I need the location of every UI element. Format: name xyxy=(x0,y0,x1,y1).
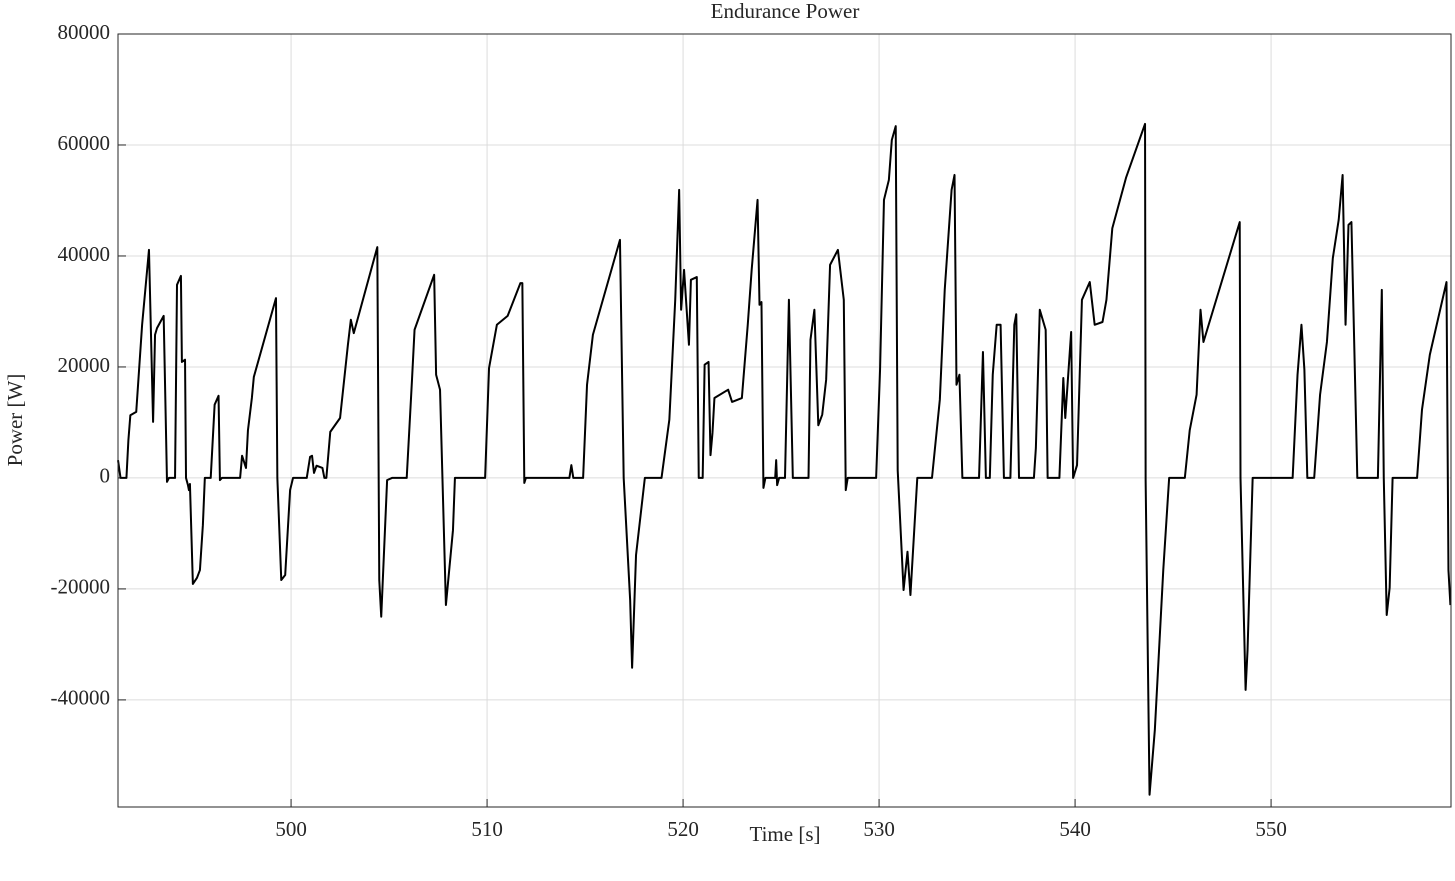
x-tick-label: 550 xyxy=(1255,817,1287,841)
chart-title: Endurance Power xyxy=(711,0,860,23)
y-tick-label: 60000 xyxy=(58,131,111,155)
y-tick-label: 20000 xyxy=(58,353,111,377)
y-tick-label: -20000 xyxy=(51,575,111,599)
y-tick-label: 40000 xyxy=(58,242,111,266)
y-tick-label: 0 xyxy=(100,464,111,488)
y-tick-label: 80000 xyxy=(58,20,111,44)
x-tick-label: 500 xyxy=(275,817,307,841)
plot-frame xyxy=(117,33,1452,808)
x-tick-label: 540 xyxy=(1059,817,1091,841)
data-line xyxy=(117,122,1452,796)
y-tick-label: -40000 xyxy=(51,686,111,710)
y-axis-label: Power [W] xyxy=(3,374,27,467)
x-tick-label: 510 xyxy=(471,817,503,841)
x-axis-label: Time [s] xyxy=(750,822,821,846)
x-tick-label: 530 xyxy=(863,817,895,841)
x-tick-label: 520 xyxy=(667,817,699,841)
